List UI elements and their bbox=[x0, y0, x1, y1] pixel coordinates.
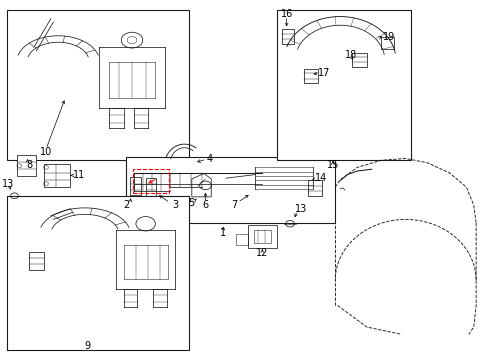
Bar bbox=[126, 157, 334, 223]
Text: 13: 13 bbox=[294, 204, 306, 214]
Text: 4: 4 bbox=[206, 154, 212, 164]
Bar bbox=[29, 252, 43, 270]
Text: 14: 14 bbox=[314, 173, 326, 183]
Bar bbox=[247, 225, 276, 248]
Text: 19: 19 bbox=[382, 32, 394, 42]
Text: 1: 1 bbox=[220, 228, 226, 238]
Bar bbox=[43, 164, 70, 187]
Bar bbox=[7, 196, 189, 350]
Bar bbox=[381, 37, 393, 49]
Bar bbox=[130, 177, 141, 195]
Text: 8: 8 bbox=[26, 159, 33, 170]
Text: 16: 16 bbox=[280, 9, 292, 19]
Text: 13: 13 bbox=[2, 179, 14, 189]
Text: 10: 10 bbox=[40, 147, 52, 157]
Bar bbox=[351, 53, 366, 67]
Text: 3: 3 bbox=[172, 200, 178, 210]
Bar bbox=[145, 178, 156, 196]
Text: 18: 18 bbox=[345, 50, 357, 60]
Text: 7: 7 bbox=[230, 200, 237, 210]
Bar bbox=[254, 230, 270, 243]
Bar bbox=[235, 234, 247, 244]
Text: 2: 2 bbox=[123, 200, 129, 210]
Bar bbox=[303, 69, 318, 83]
Bar bbox=[17, 155, 36, 176]
Text: 11: 11 bbox=[73, 170, 85, 180]
Text: 17: 17 bbox=[318, 68, 330, 78]
Bar bbox=[276, 10, 410, 160]
Bar bbox=[307, 180, 322, 196]
Bar bbox=[132, 169, 169, 193]
Text: 12: 12 bbox=[256, 248, 268, 258]
Text: 15: 15 bbox=[326, 160, 338, 170]
Text: 9: 9 bbox=[84, 341, 90, 351]
Text: 6: 6 bbox=[202, 200, 208, 210]
Bar bbox=[7, 10, 189, 160]
Bar bbox=[281, 30, 293, 44]
Text: 5: 5 bbox=[187, 198, 194, 208]
